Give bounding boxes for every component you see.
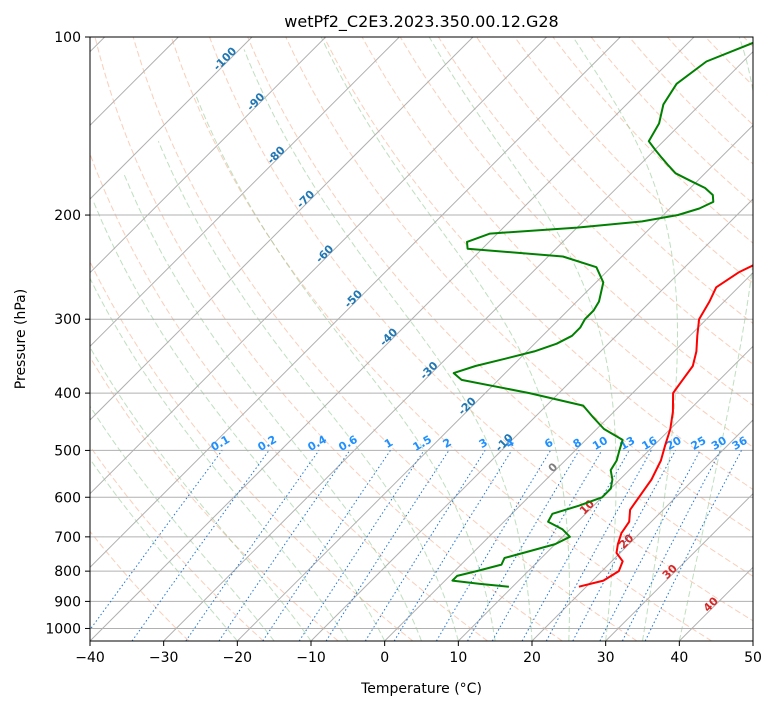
dry-adiabat-line — [94, 37, 563, 641]
dry-adiabat-line — [209, 37, 753, 622]
moist-adiabat-line — [123, 173, 422, 641]
moist-adiabat-line — [90, 346, 312, 641]
x-axis-ticks: −40 −30 −20 −10 0 10 20 30 40 50 — [75, 641, 762, 666]
dry-adiabat-line — [399, 37, 753, 407]
mixing-ratio-line — [545, 450, 652, 641]
x-tick-label: 20 — [523, 650, 541, 666]
y-axis-title: Pressure (hPa) — [13, 289, 29, 389]
dry-adiabats — [90, 37, 753, 641]
y-tick-label: 600 — [54, 490, 81, 506]
isotherm-gridline — [384, 271, 753, 641]
isotherm-gridline — [90, 37, 621, 569]
moist-adiabat-line — [243, 49, 533, 641]
mixing-ratio-line — [435, 450, 552, 641]
dry-adiabat-line — [90, 530, 190, 641]
x-tick-label: −10 — [296, 650, 326, 666]
x-tick-label: 40 — [670, 650, 688, 666]
x-tick-label: −40 — [75, 650, 105, 666]
mixing-ratio-line — [364, 450, 486, 641]
mixing-ratio-line — [218, 450, 351, 641]
mixing-ratio-line — [393, 450, 513, 641]
plot-frame — [89, 36, 754, 642]
moist-adiabat-line — [320, 37, 570, 641]
x-tick-label: 0 — [380, 650, 389, 666]
isotherm-gridline — [310, 198, 753, 641]
moist-adiabat-line — [90, 277, 349, 641]
mixing-ratio-line — [325, 450, 450, 641]
isotherm-gridline — [163, 50, 753, 641]
plot-area: -100-90-80-70-60-50-40-30-20-10010203040… — [90, 37, 753, 641]
isotherm-gridline — [90, 37, 695, 641]
dry-adiabat-line — [132, 37, 638, 641]
y-axis-ticks: 100 200 300 400 500 600 700 800 900 1000 — [45, 30, 90, 637]
x-axis-title: Temperature (°C) — [360, 681, 482, 697]
dry-adiabat-line — [552, 37, 753, 244]
mixing-ratio-line — [90, 450, 223, 631]
isotherm-gridline — [90, 37, 400, 348]
skewed-isotherms — [90, 37, 753, 641]
dewpoint-profile-line — [451, 41, 753, 588]
moist-adiabat-line — [428, 37, 617, 641]
dry-adiabat-line — [590, 37, 753, 205]
y-tick-label: 100 — [54, 30, 81, 46]
moist-adiabat-line — [194, 94, 496, 641]
mixing-ratio-line — [467, 450, 580, 641]
isotherm-gridline — [90, 37, 474, 421]
y-tick-label: 500 — [54, 443, 81, 459]
mixing-ratio-line — [572, 450, 676, 641]
dry-adiabat-line — [323, 37, 753, 491]
x-tick-label: 30 — [597, 650, 615, 666]
y-tick-label: 400 — [54, 386, 81, 402]
dry-adiabat-line — [514, 37, 753, 284]
chart-title: wetPf2_C2E3.2023.350.00.12.G28 — [284, 12, 558, 32]
temperature-profile-line — [578, 264, 753, 588]
dry-adiabat-line — [437, 37, 753, 365]
isotherm-gridline — [90, 37, 253, 200]
y-tick-label: 700 — [54, 530, 81, 546]
dry-adiabat-line — [247, 37, 753, 577]
y-tick-label: 200 — [54, 208, 81, 224]
dry-adiabat-line — [90, 152, 488, 641]
isotherm-gridline — [457, 345, 753, 641]
y-tick-label: 900 — [54, 594, 81, 610]
isotherm-gridline — [90, 37, 548, 495]
dry-adiabat-line — [285, 37, 753, 534]
y-tick-label: 800 — [54, 564, 81, 580]
dry-adiabat-line — [90, 260, 414, 641]
moist-adiabat-line — [572, 37, 678, 641]
profile-series — [451, 41, 753, 588]
isotherm-gridline — [531, 419, 753, 641]
moist-adiabat-line — [90, 458, 238, 641]
x-tick-label: −30 — [149, 650, 179, 666]
isotherm-gridline — [236, 124, 753, 641]
isotherm-gridline — [90, 37, 327, 274]
x-tick-label: −20 — [223, 650, 253, 666]
mixing-ratio-line — [521, 450, 630, 641]
y-tick-label: 1000 — [45, 621, 81, 637]
isotherm-gridline — [605, 492, 753, 641]
x-tick-label: 50 — [744, 650, 762, 666]
moist-adiabat-line — [93, 201, 386, 641]
y-tick-label: 300 — [54, 312, 81, 328]
moist-adiabat-line — [678, 37, 753, 641]
x-tick-label: 10 — [449, 650, 467, 666]
mixing-ratio-line — [131, 450, 270, 641]
